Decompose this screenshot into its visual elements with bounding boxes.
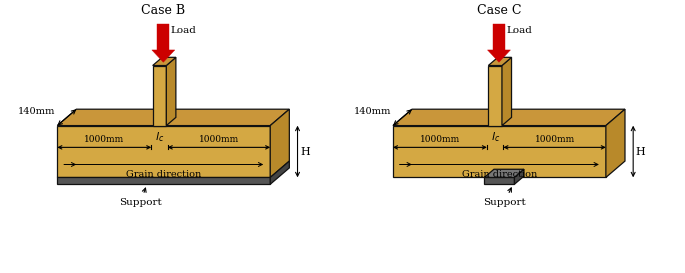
Text: Grain direction: Grain direction	[126, 170, 201, 179]
Text: 1000mm: 1000mm	[199, 135, 239, 144]
Text: Load: Load	[171, 26, 197, 35]
Polygon shape	[58, 177, 270, 184]
Text: Support: Support	[119, 188, 162, 207]
Polygon shape	[488, 66, 502, 126]
Text: $l_c$: $l_c$	[490, 130, 500, 144]
Text: $l_c$: $l_c$	[155, 130, 164, 144]
Text: H: H	[636, 147, 646, 156]
Polygon shape	[58, 109, 289, 126]
Polygon shape	[393, 109, 625, 126]
Polygon shape	[484, 177, 514, 184]
Polygon shape	[606, 109, 625, 177]
Polygon shape	[166, 57, 176, 126]
Polygon shape	[153, 66, 166, 126]
Polygon shape	[393, 126, 606, 177]
Text: H: H	[300, 147, 310, 156]
Text: 140mm: 140mm	[18, 107, 55, 116]
Polygon shape	[152, 50, 175, 62]
Polygon shape	[502, 57, 512, 126]
Polygon shape	[488, 50, 510, 62]
Polygon shape	[270, 161, 289, 184]
Text: Load: Load	[507, 26, 532, 35]
Polygon shape	[488, 57, 512, 66]
Polygon shape	[153, 57, 176, 66]
Text: Case C: Case C	[477, 4, 521, 17]
Polygon shape	[514, 169, 524, 184]
Polygon shape	[270, 109, 289, 177]
Polygon shape	[493, 24, 505, 50]
Text: 1000mm: 1000mm	[534, 135, 575, 144]
Polygon shape	[158, 24, 169, 50]
Text: 1000mm: 1000mm	[420, 135, 460, 144]
Text: 1000mm: 1000mm	[84, 135, 125, 144]
Polygon shape	[58, 161, 289, 177]
Text: Grain direction: Grain direction	[462, 170, 537, 179]
Polygon shape	[58, 126, 270, 177]
Text: Case B: Case B	[141, 4, 186, 17]
Text: 140mm: 140mm	[353, 107, 390, 116]
Text: Support: Support	[483, 188, 526, 207]
Polygon shape	[484, 169, 524, 177]
